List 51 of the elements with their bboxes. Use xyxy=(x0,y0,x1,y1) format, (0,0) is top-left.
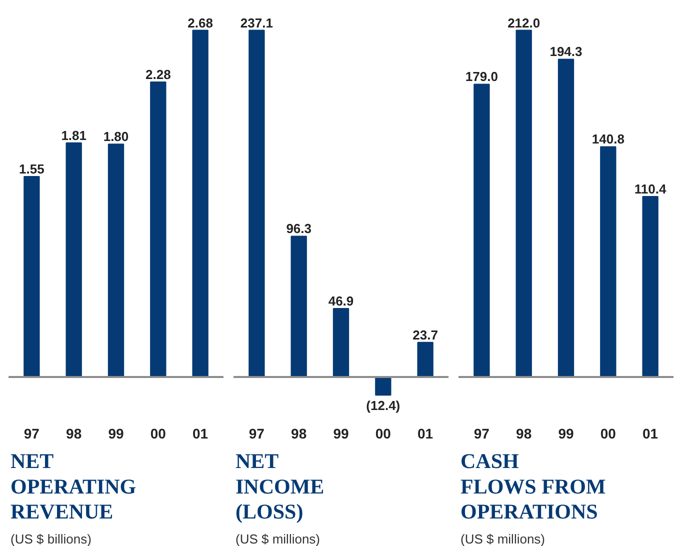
bar xyxy=(248,30,265,378)
data-label: 2.68 xyxy=(188,15,213,30)
bar xyxy=(558,58,574,378)
data-label: 140.8 xyxy=(592,132,624,147)
x-tick-label: 98 xyxy=(66,426,82,442)
bar xyxy=(290,236,307,378)
x-tick-label: 00 xyxy=(600,426,616,442)
data-label: 23.7 xyxy=(412,327,438,342)
bar xyxy=(474,84,490,378)
x-tick-label: 99 xyxy=(108,426,124,442)
bar xyxy=(66,142,82,378)
data-label: 1.81 xyxy=(61,128,87,143)
bar xyxy=(150,82,166,378)
x-tick-label: 97 xyxy=(24,426,40,442)
bar xyxy=(642,196,658,378)
bar xyxy=(108,144,124,378)
x-tick-label: 01 xyxy=(418,426,434,442)
x-tick-label: 98 xyxy=(291,426,307,442)
text: (US $ billions) xyxy=(10,532,92,546)
data-label: 212.0 xyxy=(508,15,540,30)
data-label: 96.3 xyxy=(286,221,312,236)
text: CASH FLOWS FROM OPERATIONS xyxy=(460,449,606,524)
bar xyxy=(417,342,434,378)
data-label: 1.80 xyxy=(103,129,129,144)
data-label: 46.9 xyxy=(328,293,354,308)
x-tick-label: 00 xyxy=(375,426,392,442)
bar xyxy=(192,30,208,378)
bar xyxy=(332,308,350,378)
bar xyxy=(375,376,392,396)
data-label: 1.55 xyxy=(19,161,44,176)
x-tick-label: 98 xyxy=(516,426,532,442)
data-label: 194.3 xyxy=(550,44,582,60)
data-label: (12.4) xyxy=(366,398,400,414)
data-label: 2.28 xyxy=(146,67,171,82)
data-label: 237.1 xyxy=(240,15,273,30)
bar xyxy=(516,30,532,378)
x-tick-label: 97 xyxy=(474,426,490,442)
text: (US $ millions) xyxy=(460,532,546,546)
data-label: 110.4 xyxy=(634,181,667,196)
x-tick-label: 00 xyxy=(150,426,166,442)
text: NET OPERATING REVENUE xyxy=(10,449,136,524)
x-tick-label: 01 xyxy=(192,426,208,442)
x-tick-label: 99 xyxy=(333,426,349,442)
x-tick-label: 01 xyxy=(642,426,658,442)
bar xyxy=(24,176,40,378)
data-label: 179.0 xyxy=(465,69,498,84)
text: NET INCOME (LOSS) xyxy=(236,449,324,524)
text: (US $ millions) xyxy=(236,532,320,546)
x-tick-label: 99 xyxy=(558,426,574,442)
bar xyxy=(600,146,616,378)
x-tick-label: 97 xyxy=(248,426,265,442)
